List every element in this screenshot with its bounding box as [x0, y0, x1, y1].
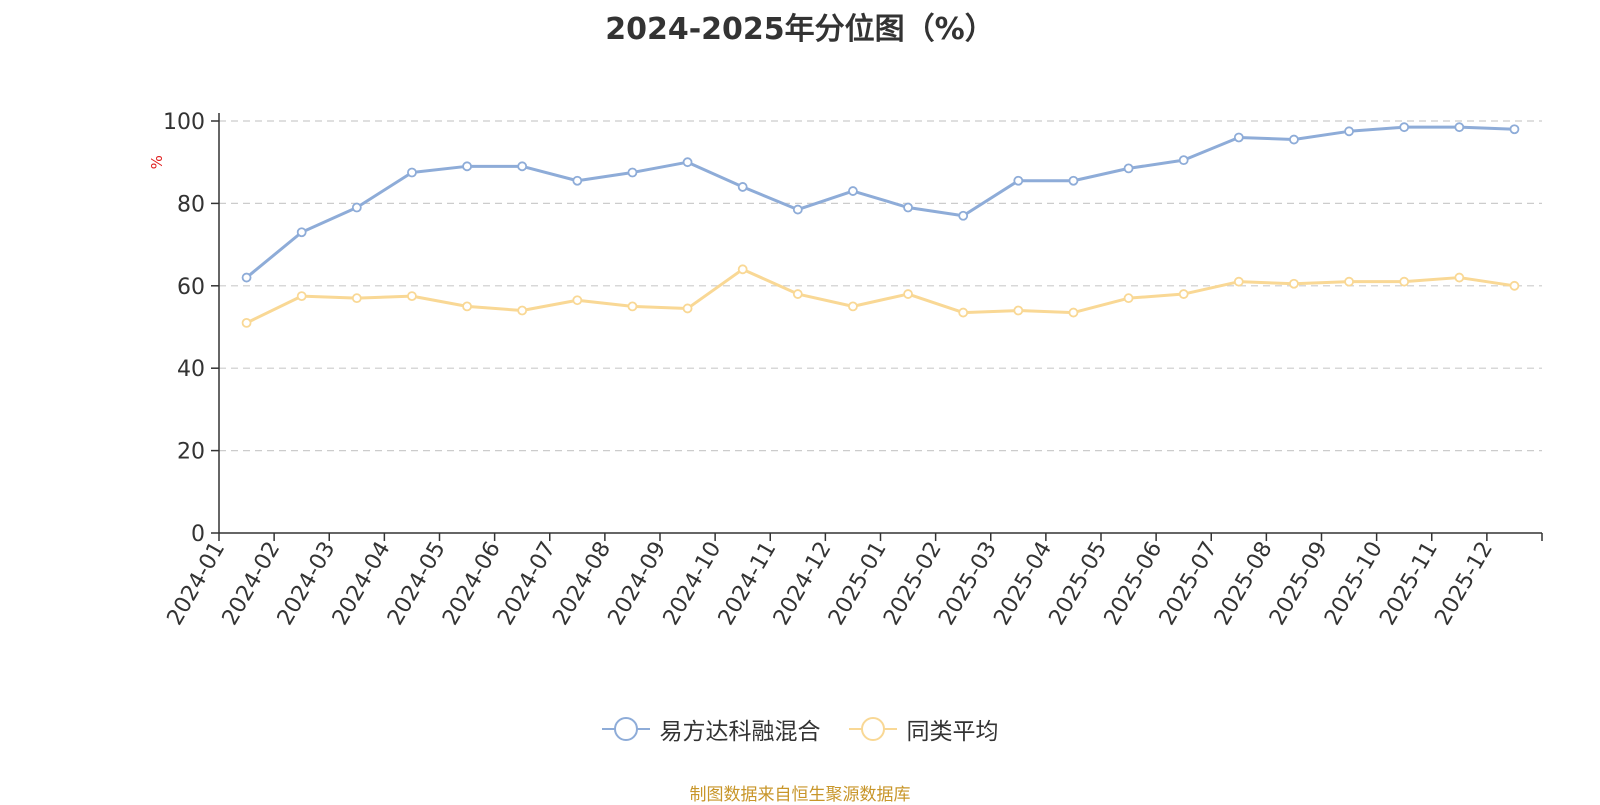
data-point	[1399, 122, 1410, 133]
legend-line-circle-icon	[601, 717, 650, 741]
data-point	[627, 167, 638, 178]
data-point	[241, 317, 252, 328]
y-tick-label: 40	[177, 357, 205, 382]
data-point	[1068, 307, 1079, 318]
data-point	[1068, 175, 1079, 186]
data-point	[1178, 155, 1189, 166]
y-tick-label: 0	[191, 522, 205, 547]
data-point	[958, 307, 969, 318]
data-point	[1454, 272, 1465, 283]
data-point	[407, 167, 417, 178]
data-point	[517, 305, 528, 316]
data-point	[1178, 289, 1189, 299]
data-point	[903, 289, 913, 299]
data-point	[1289, 134, 1299, 145]
data-point	[1399, 276, 1410, 287]
legend-line-circle-icon	[848, 717, 897, 741]
legend-item-fund[interactable]: 易方达科融混合	[601, 712, 821, 746]
data-point	[462, 301, 472, 312]
data-point	[517, 161, 528, 172]
data-point	[737, 182, 748, 192]
line-chart: 020406080100%2024-012024-022024-032024-0…	[148, 110, 1543, 630]
data-point	[572, 295, 583, 306]
source-note: 制图数据来自恒生聚源数据库	[689, 785, 911, 805]
chart-title: 2024-2025年分位图（%）	[605, 12, 995, 47]
legend: 易方达科融混合 同类平均	[0, 712, 1600, 746]
series-1	[241, 264, 1520, 328]
y-tick-label: 80	[177, 192, 205, 217]
series-line	[245, 125, 1515, 279]
data-point	[792, 204, 803, 215]
y-axis-label: %	[148, 155, 166, 169]
series-line	[245, 267, 1515, 325]
data-point	[1233, 132, 1244, 143]
data-point	[848, 186, 858, 196]
data-point	[958, 210, 969, 221]
data-point	[627, 301, 638, 312]
legend-label-fund: 易方达科融混合	[659, 719, 821, 745]
y-tick-label: 60	[177, 275, 205, 300]
data-point	[1509, 124, 1520, 135]
data-point	[1123, 163, 1134, 174]
data-point	[682, 157, 693, 168]
y-tick-label: 100	[163, 110, 205, 135]
series-layer	[241, 122, 1520, 328]
data-point	[296, 227, 307, 238]
data-point	[737, 264, 748, 275]
data-point	[1233, 276, 1244, 287]
data-point	[462, 161, 472, 172]
gridlines	[219, 120, 1542, 452]
data-point	[848, 301, 858, 312]
data-point	[1344, 276, 1354, 287]
data-point	[1509, 280, 1520, 291]
data-point	[351, 293, 362, 304]
data-point	[1344, 126, 1354, 137]
legend-item-average[interactable]: 同类平均	[848, 712, 999, 746]
data-point	[1454, 122, 1465, 133]
data-point	[1013, 305, 1024, 316]
data-point	[1289, 278, 1299, 289]
data-point	[572, 175, 583, 186]
data-point	[1123, 293, 1134, 304]
data-point	[296, 291, 307, 302]
data-point	[241, 272, 252, 283]
axes: 020406080100%2024-012024-022024-032024-0…	[148, 110, 1543, 630]
data-point	[1013, 175, 1024, 186]
series-0	[241, 122, 1520, 283]
data-point	[682, 303, 693, 314]
data-point	[903, 202, 913, 213]
data-point	[792, 289, 803, 299]
y-tick-label: 20	[177, 440, 205, 465]
data-point	[407, 291, 417, 302]
data-point	[351, 202, 362, 213]
legend-label-average: 同类平均	[906, 719, 999, 745]
